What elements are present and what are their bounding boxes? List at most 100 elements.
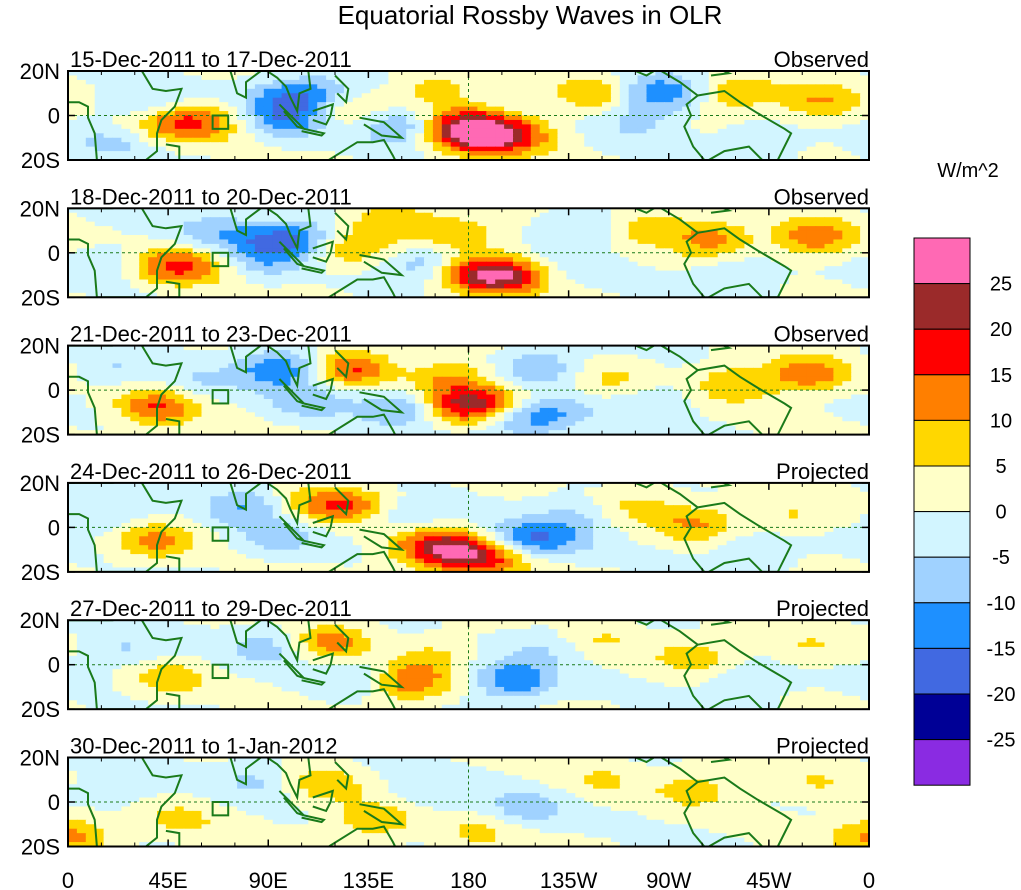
anomaly-cell <box>753 376 763 382</box>
anomaly-cell <box>76 372 87 378</box>
anomaly-cell <box>148 133 158 139</box>
anomaly-cell <box>557 376 567 382</box>
anomaly-cell <box>682 155 692 160</box>
anomaly-cell <box>441 235 452 241</box>
anomaly-cell <box>68 345 78 351</box>
anomaly-cell <box>432 212 443 218</box>
anomaly-cell <box>450 124 461 130</box>
anomaly-cell <box>219 403 229 409</box>
anomaly-cell <box>388 243 398 249</box>
anomaly-cell <box>673 75 683 81</box>
anomaly-cell <box>797 142 808 148</box>
anomaly-cell <box>415 212 425 218</box>
anomaly-cell <box>593 75 603 81</box>
anomaly-cell <box>628 283 639 289</box>
anomaly-cell <box>237 111 247 117</box>
anomaly-cell <box>174 354 185 360</box>
anomaly-cell <box>566 212 576 218</box>
anomaly-cell <box>237 106 247 112</box>
anomaly-cell <box>566 279 576 285</box>
anomaly-cell <box>370 217 381 223</box>
anomaly-cell <box>76 75 87 81</box>
anomaly-cell <box>593 239 603 245</box>
anomaly-cell <box>415 111 425 117</box>
anomaly-cell <box>646 358 656 364</box>
anomaly-cell <box>165 155 176 160</box>
anomaly-cell <box>290 88 300 94</box>
anomaly-cell <box>691 217 701 223</box>
anomaly-cell <box>308 75 318 81</box>
anomaly-cell <box>388 399 398 405</box>
anomaly-cell <box>450 288 461 294</box>
anomaly-cell <box>352 270 363 276</box>
anomaly-cell <box>397 212 407 218</box>
anomaly-cell <box>76 97 87 103</box>
anomaly-cell <box>183 208 194 214</box>
anomaly-cell <box>815 84 826 90</box>
anomaly-cell <box>388 93 398 99</box>
anomaly-cell <box>655 252 665 258</box>
anomaly-cell <box>646 221 656 227</box>
anomaly-cell <box>593 133 603 139</box>
anomaly-cell <box>290 376 300 382</box>
anomaly-cell <box>691 381 701 387</box>
anomaly-cell <box>824 226 834 232</box>
anomaly-cell <box>824 133 834 139</box>
anomaly-cell <box>361 137 372 143</box>
anomaly-cell <box>112 363 122 369</box>
anomaly-cell <box>352 221 363 227</box>
anomaly-cell <box>370 257 381 263</box>
anomaly-cell <box>450 358 461 364</box>
anomaly-cell <box>477 124 487 130</box>
anomaly-cell <box>708 257 719 263</box>
anomaly-cell <box>281 252 292 258</box>
anomaly-cell <box>557 358 567 364</box>
anomaly-cell <box>815 221 826 227</box>
anomaly-cell <box>664 275 674 281</box>
anomaly-cell <box>335 350 345 356</box>
anomaly-cell <box>335 146 345 152</box>
anomaly-cell <box>708 266 719 272</box>
anomaly-cell <box>860 275 869 281</box>
anomaly-cell <box>85 124 96 130</box>
anomaly-cell <box>388 88 398 94</box>
anomaly-cell <box>860 261 869 267</box>
anomaly-cell <box>281 261 292 267</box>
anomaly-cell <box>468 385 478 391</box>
anomaly-cell <box>771 142 781 148</box>
anomaly-cell <box>593 275 603 281</box>
anomaly-cell <box>806 119 817 125</box>
anomaly-cell <box>753 230 763 236</box>
anomaly-cell <box>68 106 78 112</box>
anomaly-cell <box>584 345 594 351</box>
anomaly-cell <box>521 275 532 281</box>
anomaly-cell <box>566 283 576 289</box>
anomaly-cell <box>335 345 345 351</box>
anomaly-cell <box>237 288 247 294</box>
anomaly-cell <box>148 146 158 152</box>
anomaly-cell <box>610 235 621 241</box>
anomaly-cell <box>76 358 87 364</box>
anomaly-cell <box>308 350 318 356</box>
anomaly-cell <box>815 275 826 281</box>
anomaly-cell <box>352 106 363 112</box>
anomaly-cell <box>165 128 176 134</box>
anomaly-cell <box>566 137 576 143</box>
anomaly-cell <box>246 372 256 378</box>
anomaly-cell <box>406 115 416 121</box>
anomaly-cell <box>68 142 78 148</box>
anomaly-cell <box>762 137 772 143</box>
anomaly-cell <box>379 266 389 272</box>
anomaly-cell <box>735 212 745 218</box>
anomaly-cell <box>860 75 869 81</box>
anomaly-cell <box>290 71 300 77</box>
anomaly-cell <box>833 212 843 218</box>
anomaly-cell <box>655 385 665 391</box>
anomaly-cell <box>201 235 211 241</box>
anomaly-cell <box>94 71 105 77</box>
anomaly-cell <box>477 230 487 236</box>
anomaly-cell <box>379 363 389 369</box>
anomaly-cell <box>486 363 496 369</box>
anomaly-cell <box>281 363 292 369</box>
